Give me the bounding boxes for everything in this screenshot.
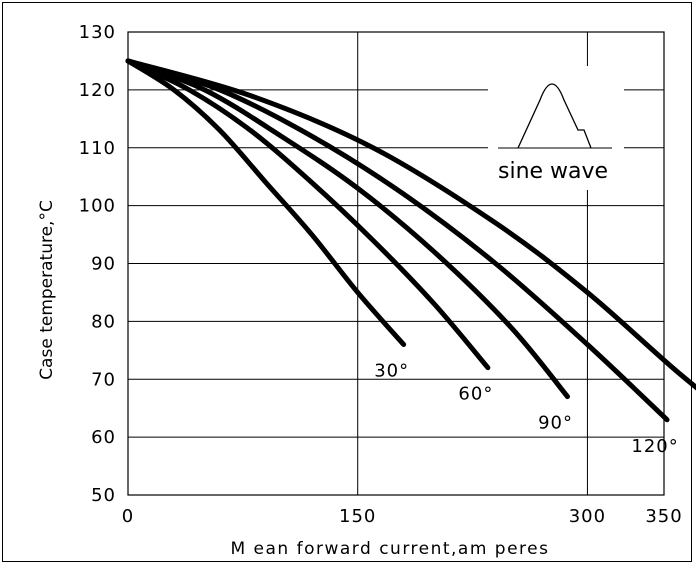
tick-layer: 50 60 70 80 90 100 110 120 130 0 150 300 350 [79, 22, 682, 527]
curve-180-deg [125, 58, 696, 391]
y-tick-label: 70 [91, 369, 116, 390]
y-tick-label: 100 [79, 196, 116, 217]
sine-wave-inset: sine wave [488, 66, 624, 190]
y-tick-label: 110 [79, 138, 116, 159]
inset-background [488, 66, 624, 190]
x-tick-label: 0 [122, 506, 134, 527]
x-tick-label: 350 [645, 506, 682, 527]
y-tick-label: 50 [91, 485, 116, 506]
curve-30-deg [125, 58, 407, 348]
y-tick-label: 90 [91, 254, 116, 275]
curve-90-deg [125, 58, 571, 400]
y-axis-title: Case temperature,°C [37, 200, 57, 380]
curve-label: 120° [631, 436, 678, 457]
curve-label: 90° [538, 413, 573, 434]
curve-120-deg [125, 58, 670, 423]
curve-layer: 30°60°90°120°180° [125, 58, 696, 457]
x-axis-title: M ean forward current,am peres [230, 539, 549, 559]
y-tick-label: 130 [79, 22, 116, 43]
y-tick-label: 60 [91, 427, 116, 448]
inset-label: sine wave [498, 159, 608, 184]
y-tick-label: 80 [91, 311, 116, 332]
x-tick-label: 150 [339, 506, 376, 527]
curve-label: 30° [374, 361, 409, 382]
curve-60-deg [125, 58, 491, 371]
y-tick-label: 120 [79, 80, 116, 101]
x-tick-label: 300 [569, 506, 606, 527]
curve-label: 60° [458, 384, 493, 405]
sine-wave-icon [517, 83, 592, 149]
